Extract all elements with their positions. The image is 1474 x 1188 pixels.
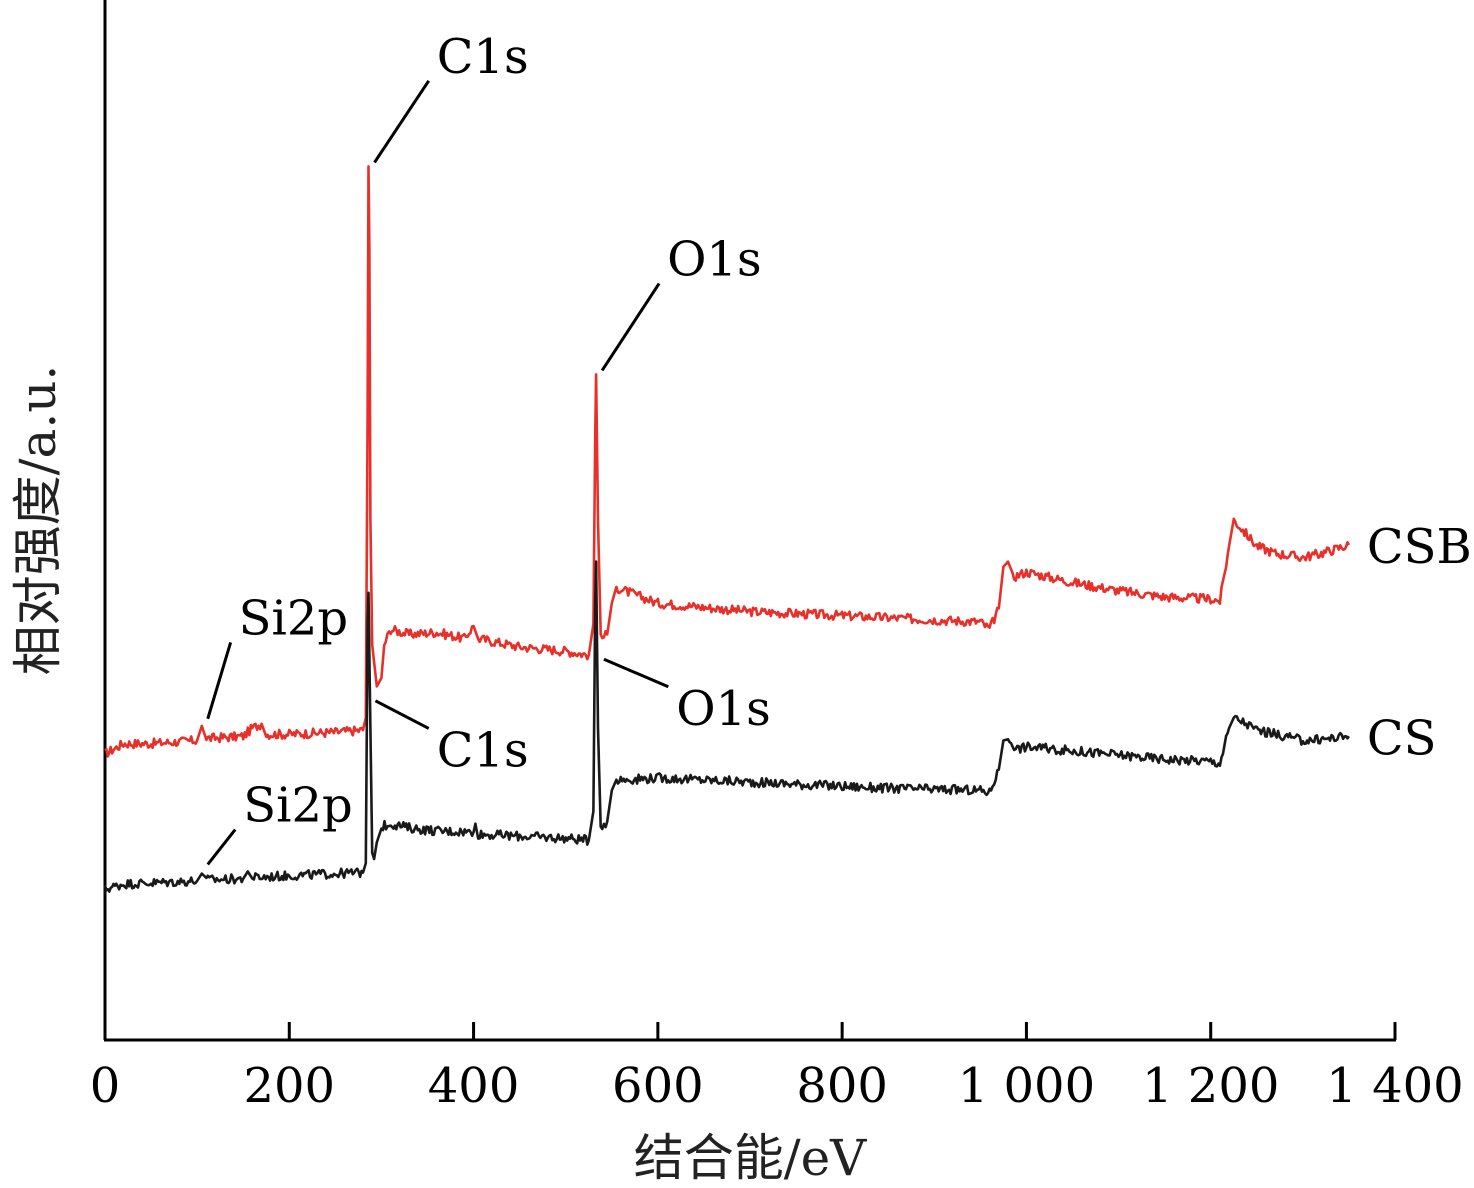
peak-annotations: C1s O1s Si2p C1s O1s Si2p: [206, 29, 771, 866]
x-ticks: 0 200 400 600 800 1 000 1 200 1 400: [90, 1022, 1464, 1114]
x-tick-label: 400: [428, 1058, 520, 1114]
peak-label: O1s: [667, 232, 762, 288]
annotation-leader: [206, 641, 233, 720]
x-tick-label: 1 000: [958, 1058, 1095, 1114]
peak-label: Si2p: [239, 590, 349, 646]
plot-area: 0 200 400 600 800 1 000 1 200 1 400 C1sO1sSi2pC…: [90, 0, 1472, 1114]
peak-label: C1s: [437, 722, 529, 778]
annotation-leader: [600, 282, 661, 372]
annotation-leader: [206, 828, 237, 866]
x-tick-label: 600: [612, 1058, 704, 1114]
annotation-leader: [603, 657, 669, 689]
x-tick-label: 1 400: [1326, 1058, 1463, 1114]
annotation-leader: [374, 699, 430, 730]
series-lines: [103, 165, 1351, 893]
y-axis-title: 相对强度/a.u.: [9, 365, 67, 676]
peak-label: Si2p: [243, 778, 353, 834]
series-label-csb: CSB: [1367, 519, 1472, 575]
peak-label: C1s: [437, 29, 529, 85]
series-line-cs: [103, 560, 1350, 893]
annotation-leader: [373, 79, 430, 164]
x-tick-label: 200: [243, 1058, 335, 1114]
x-axis-title: 结合能/eV: [634, 1129, 867, 1187]
peak-label: O1s: [676, 681, 771, 737]
series-labels: CSB CS: [1367, 519, 1472, 766]
series-line-csb: [104, 165, 1351, 758]
x-tick-label: 0: [90, 1058, 121, 1114]
x-tick-label: 800: [796, 1058, 888, 1114]
x-tick-label: 1 200: [1142, 1058, 1279, 1114]
series-label-cs: CS: [1367, 710, 1437, 766]
